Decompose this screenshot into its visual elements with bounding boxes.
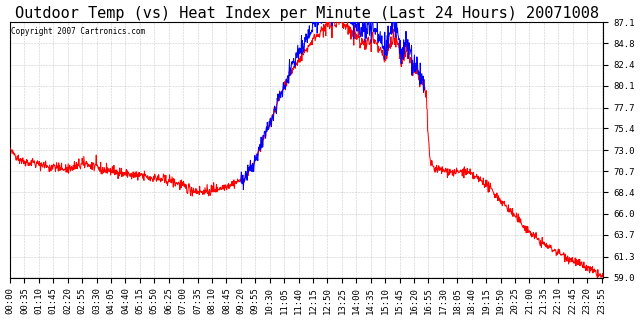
Text: Copyright 2007 Cartronics.com: Copyright 2007 Cartronics.com [12,27,145,36]
Title: Outdoor Temp (vs) Heat Index per Minute (Last 24 Hours) 20071008: Outdoor Temp (vs) Heat Index per Minute … [15,5,598,20]
